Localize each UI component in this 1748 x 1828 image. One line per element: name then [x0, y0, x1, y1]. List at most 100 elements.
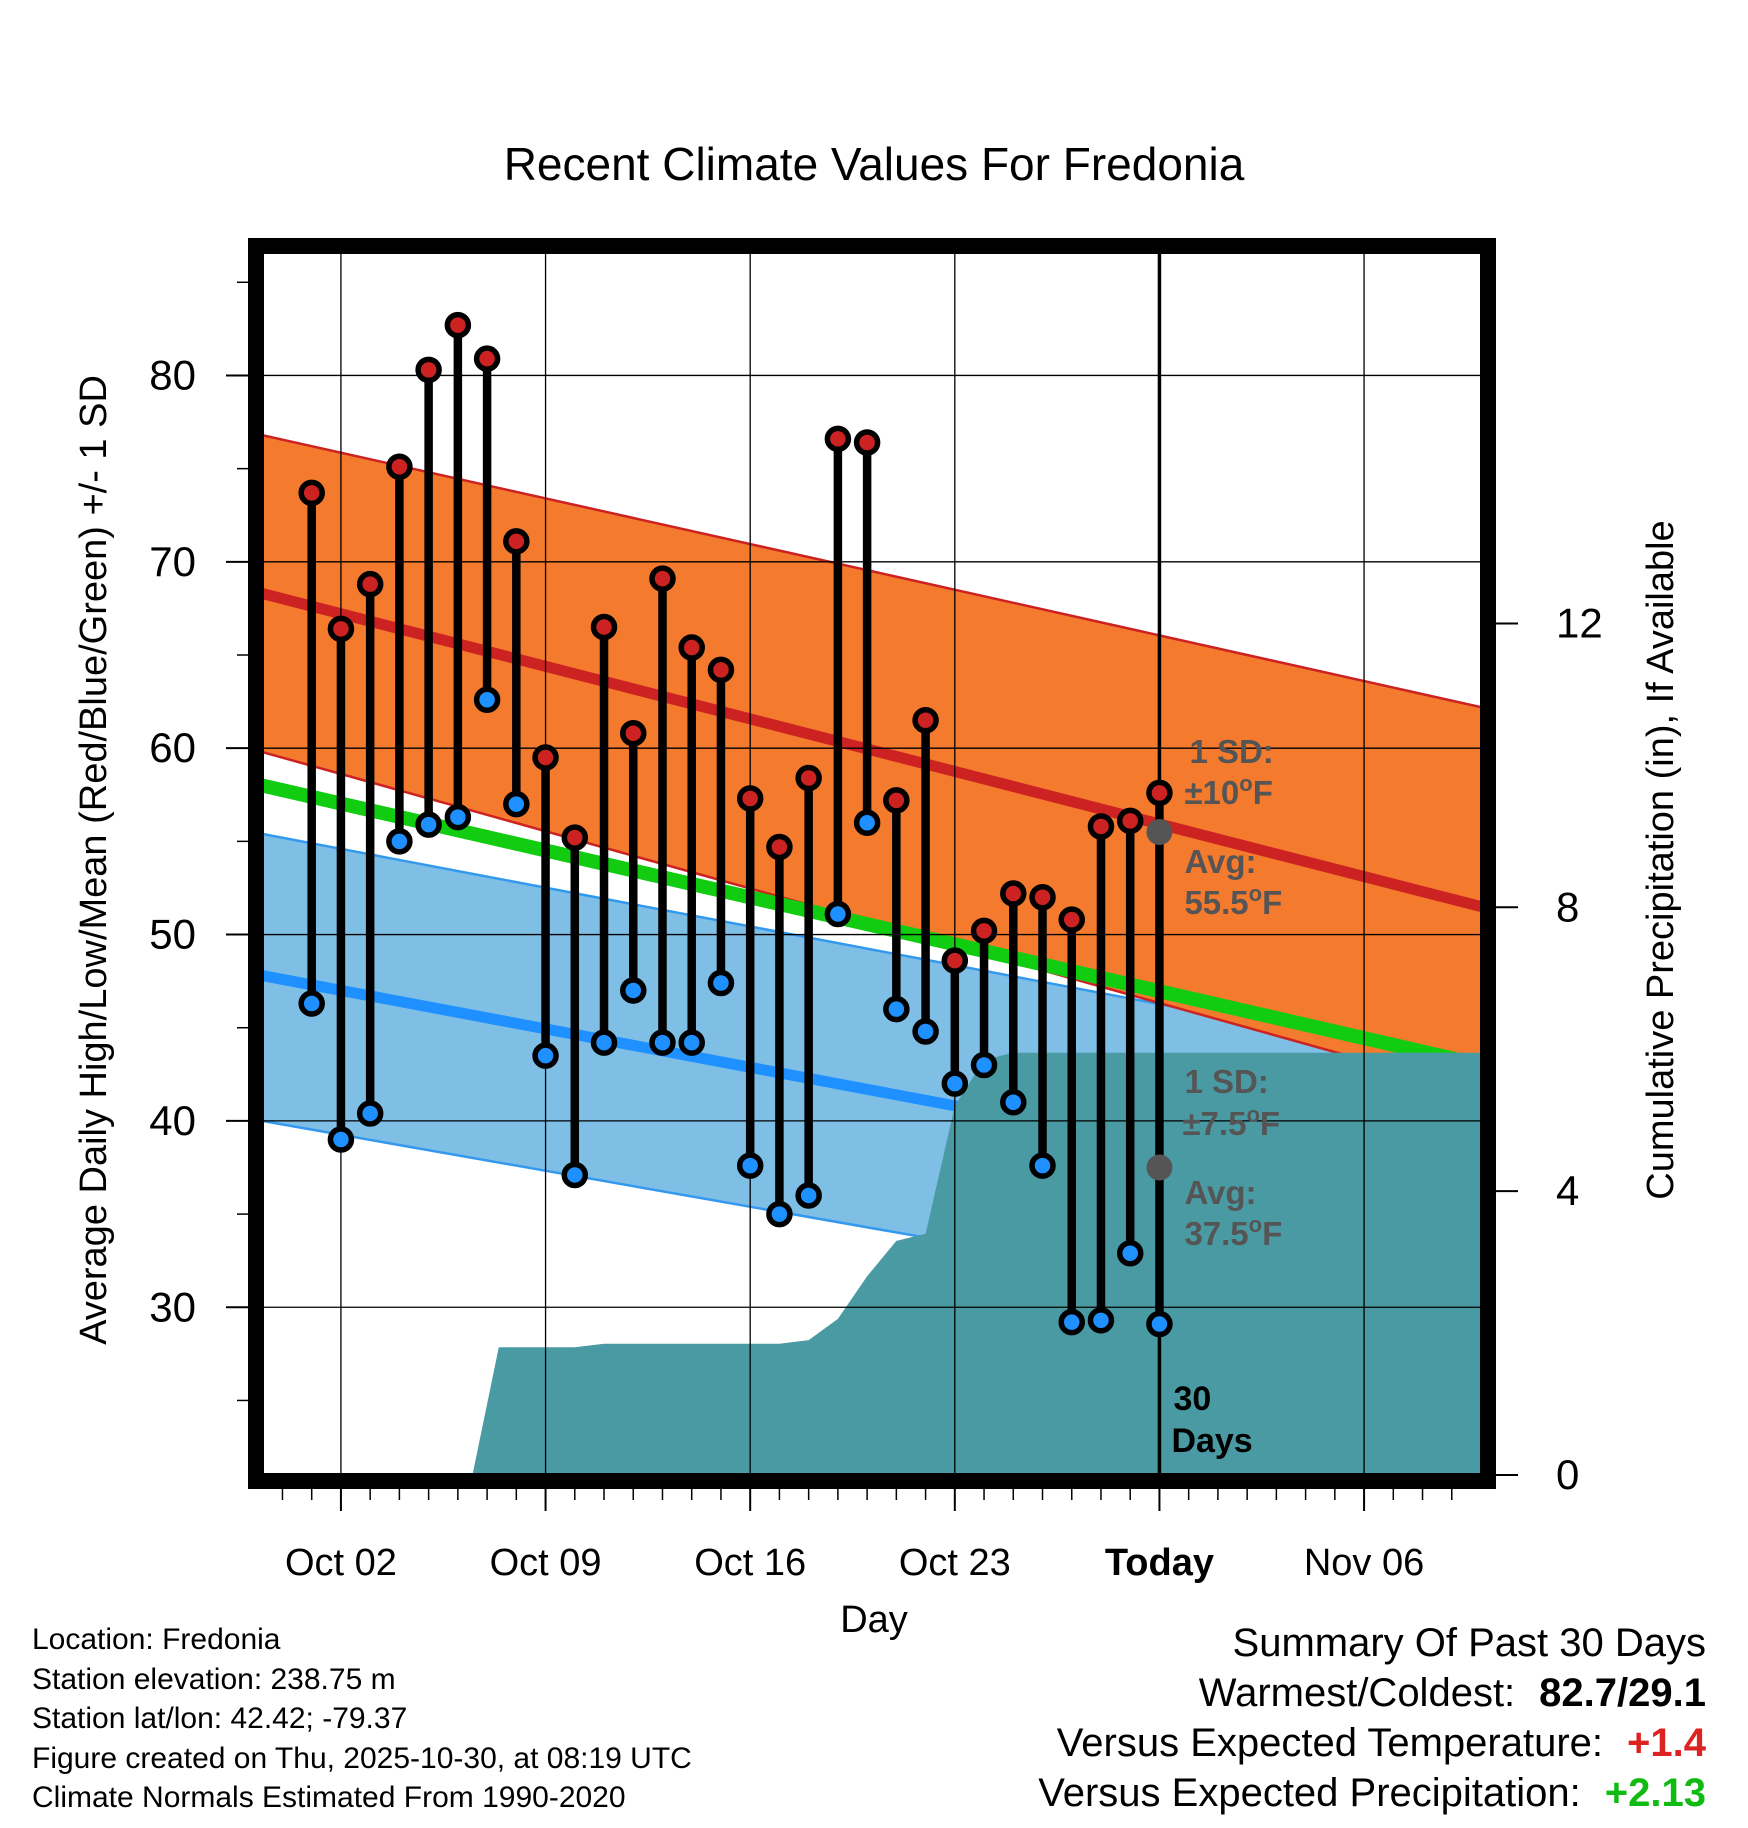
plot-frame [248, 238, 1496, 1489]
days-count-label: 30 [1173, 1380, 1211, 1418]
today-avg-low-dot [1146, 1154, 1173, 1181]
high-marker-7 [473, 345, 501, 372]
low-marker-5 [415, 811, 442, 838]
location-text: Location: Fredonia [32, 1623, 281, 1656]
high-marker-30 [1146, 779, 1173, 807]
low-marker-15 [707, 969, 735, 997]
low-marker-11 [590, 1029, 618, 1056]
low-marker-16 [736, 1152, 764, 1179]
high-sd-upper-edge [262, 433, 1481, 709]
y-tick-label-50: 50 [149, 911, 196, 958]
low-marker-6 [444, 803, 472, 831]
x-tick-label-37: Nov 06 [1304, 1542, 1424, 1584]
high-marker-12 [620, 720, 647, 747]
high-marker-8 [503, 528, 530, 555]
low-marker-7 [473, 686, 501, 713]
x-tick-label-23: Oct 23 [899, 1542, 1011, 1584]
low-marker-26 [1029, 1152, 1056, 1179]
y-tick-label-60: 60 [149, 724, 196, 771]
y-tick-label-70: 70 [149, 538, 196, 585]
low-marker-28 [1087, 1307, 1115, 1334]
low-marker-27 [1058, 1308, 1085, 1336]
low-marker-2 [327, 1126, 355, 1153]
low-marker-10 [561, 1161, 589, 1189]
high-marker-26 [1029, 884, 1056, 911]
high-marker-27 [1058, 906, 1085, 933]
x-tick-label-30: Today [1105, 1542, 1214, 1584]
low-marker-8 [503, 790, 530, 818]
low-marker-14 [678, 1029, 705, 1056]
high-marker-3 [356, 570, 384, 598]
high-marker-15 [707, 656, 735, 684]
low-marker-21 [883, 995, 910, 1023]
high-marker-23 [941, 947, 969, 974]
today-avg-high-dot [1146, 819, 1173, 846]
temp-anomaly-row: Versus Expected Temperature: +1.4 [1038, 1718, 1706, 1768]
high-avg-value: 55.5oF [1184, 881, 1282, 921]
high-marker-10 [561, 824, 589, 851]
low-marker-25 [1000, 1089, 1027, 1116]
low-marker-3 [356, 1100, 384, 1127]
low-marker-29 [1116, 1239, 1144, 1267]
latlon-text: Station lat/lon: 42.42; -79.37 [32, 1702, 408, 1735]
high-marker-16 [736, 785, 764, 812]
x-tick-label-16: Oct 16 [694, 1542, 806, 1584]
warmest-coldest-row: Warmest/Coldest: 82.7/29.1 [1038, 1668, 1706, 1718]
avg-mean-line [262, 778, 1481, 1072]
low-marker-9 [532, 1042, 559, 1069]
summary-title: Summary Of Past 30 Days [1232, 1621, 1706, 1665]
low-marker-23 [941, 1070, 969, 1097]
high-marker-14 [678, 634, 705, 661]
y2-tick-label-0: 0 [1556, 1451, 1579, 1498]
low-marker-4 [386, 828, 413, 855]
high-marker-22 [912, 706, 939, 734]
created-text: Figure created on Thu, 2025-10-30, at 08… [32, 1741, 692, 1775]
high-marker-19 [824, 425, 852, 453]
high-marker-9 [532, 744, 559, 771]
high-sd-value: ±10oF [1184, 771, 1272, 811]
high-marker-25 [1000, 880, 1027, 907]
low-sd-label: 1 SD: [1184, 1063, 1268, 1100]
summary-panel: Summary Of Past 30 Days Warmest/Coldest:… [1038, 1618, 1706, 1818]
y-tick-label-40: 40 [149, 1097, 196, 1144]
high-marker-2 [327, 615, 355, 643]
low-marker-30 [1146, 1310, 1173, 1338]
chart-title: Recent Climate Values For Fredonia [504, 138, 1245, 190]
low-avg-label: Avg: [1184, 1174, 1256, 1211]
y2-tick-label-8: 8 [1556, 883, 1579, 930]
y2-tick-label-4: 4 [1556, 1167, 1579, 1214]
high-marker-4 [386, 453, 413, 481]
high-marker-1 [298, 479, 325, 507]
low-marker-12 [620, 977, 647, 1004]
low-marker-22 [912, 1018, 939, 1045]
high-marker-20 [853, 429, 881, 456]
precip-area [472, 1052, 1481, 1475]
temp-anomaly-label: Versus Expected Temperature: [1056, 1721, 1604, 1765]
high-marker-28 [1087, 813, 1115, 840]
high-marker-13 [649, 565, 676, 592]
high-marker-17 [766, 833, 793, 861]
high-marker-18 [795, 764, 822, 792]
high-sd-band [262, 435, 1481, 1093]
elevation-text: Station elevation: 238.75 m [32, 1662, 396, 1696]
warmest-coldest-label: Warmest/Coldest: [1198, 1671, 1516, 1715]
low-marker-19 [824, 900, 852, 928]
normals-text: Climate Normals Estimated From 1990-2020 [32, 1781, 626, 1814]
high-marker-24 [970, 917, 998, 945]
y-axis-label: Average Daily High/Low/Mean (Red/Blue/Gr… [73, 375, 115, 1345]
precip-anomaly-label: Versus Expected Precipitation: [1038, 1771, 1581, 1815]
precip-anomaly-value: +2.13 [1604, 1771, 1706, 1815]
high-marker-6 [444, 311, 472, 339]
low-avg-value: 37.5oF [1184, 1212, 1282, 1252]
y2-axis-label: Cumulative Precipitation (in), If Availa… [1640, 520, 1682, 1199]
avg-high-line [262, 588, 1481, 912]
low-marker-18 [795, 1182, 822, 1209]
low-sd-value: ±7.5oF [1182, 1102, 1280, 1142]
x-tick-label-9: Oct 09 [490, 1542, 602, 1584]
y2-tick-label-12: 12 [1556, 599, 1603, 646]
precip-anomaly-row: Versus Expected Precipitation: +2.13 [1038, 1768, 1706, 1818]
temp-anomaly-value: +1.4 [1627, 1721, 1706, 1765]
days-word-label: Days [1171, 1422, 1252, 1460]
station-info: Location: Fredonia Station elevation: 23… [32, 1620, 692, 1818]
